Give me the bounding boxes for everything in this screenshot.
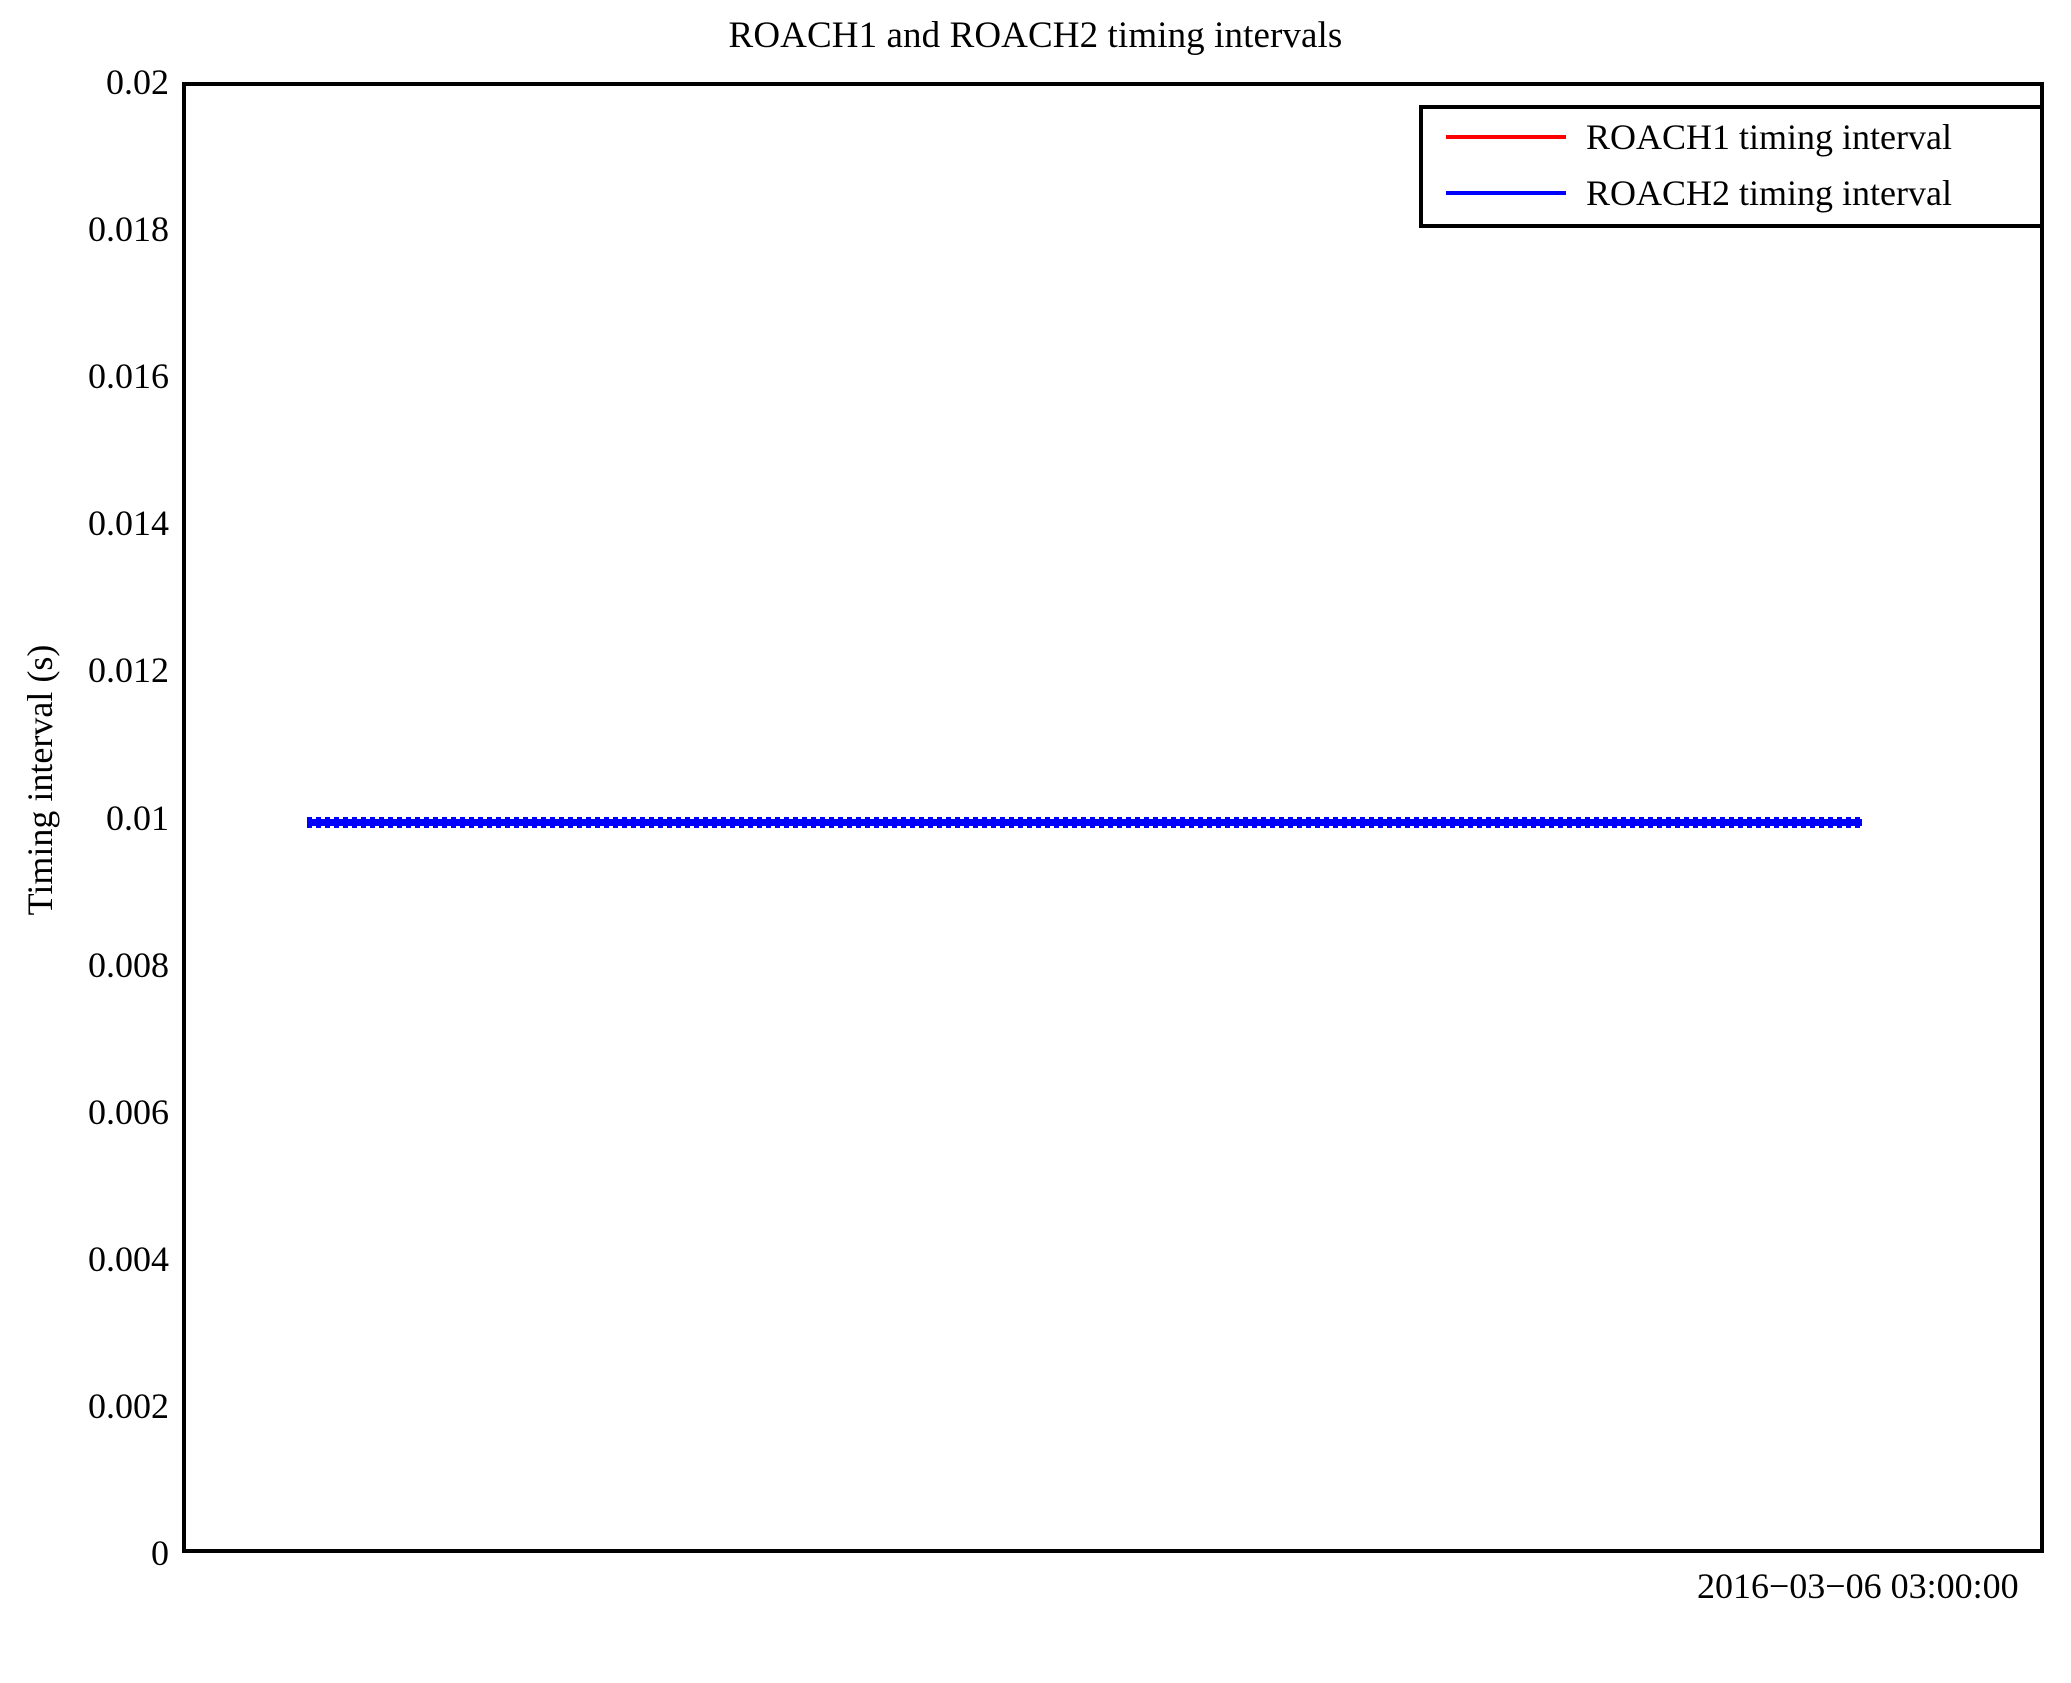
legend-swatch-roach2	[1446, 191, 1566, 195]
y-tick-label: 0.02	[106, 62, 169, 102]
legend-entry-roach1: ROACH1 timing interval	[1423, 109, 2040, 165]
legend-entry-roach2: ROACH2 timing interval	[1423, 165, 2040, 221]
y-tick-label: 0.016	[88, 356, 169, 397]
plot-area	[182, 82, 2044, 1553]
legend-box: ROACH1 timing interval ROACH2 timing int…	[1419, 105, 2044, 228]
legend-label-roach1: ROACH1 timing interval	[1586, 117, 1952, 157]
y-tick-label: 0.01	[106, 797, 169, 838]
y-tick-label: 0.014	[88, 503, 169, 544]
y-tick-label: 0.008	[88, 944, 169, 985]
y-tick-label: 0.004	[88, 1238, 169, 1279]
chart-title: ROACH1 and ROACH2 timing intervals	[728, 15, 1343, 56]
y-axis-label: Timing interval (s)	[20, 644, 60, 916]
plot-inner	[186, 86, 2040, 1549]
y-tick-label: 0	[151, 1533, 169, 1573]
legend-swatch-roach1	[1446, 135, 1566, 139]
series-markers-roach2	[307, 816, 1862, 828]
x-tick-label: 2016−03−06 03:00:00	[1696, 1566, 2019, 1606]
y-tick-label: 0.018	[88, 209, 169, 250]
legend-label-roach2: ROACH2 timing interval	[1586, 173, 1952, 213]
y-tick-label: 0.006	[88, 1091, 169, 1132]
y-tick-label: 0.012	[88, 650, 169, 691]
y-tick-label: 0.002	[88, 1385, 169, 1426]
